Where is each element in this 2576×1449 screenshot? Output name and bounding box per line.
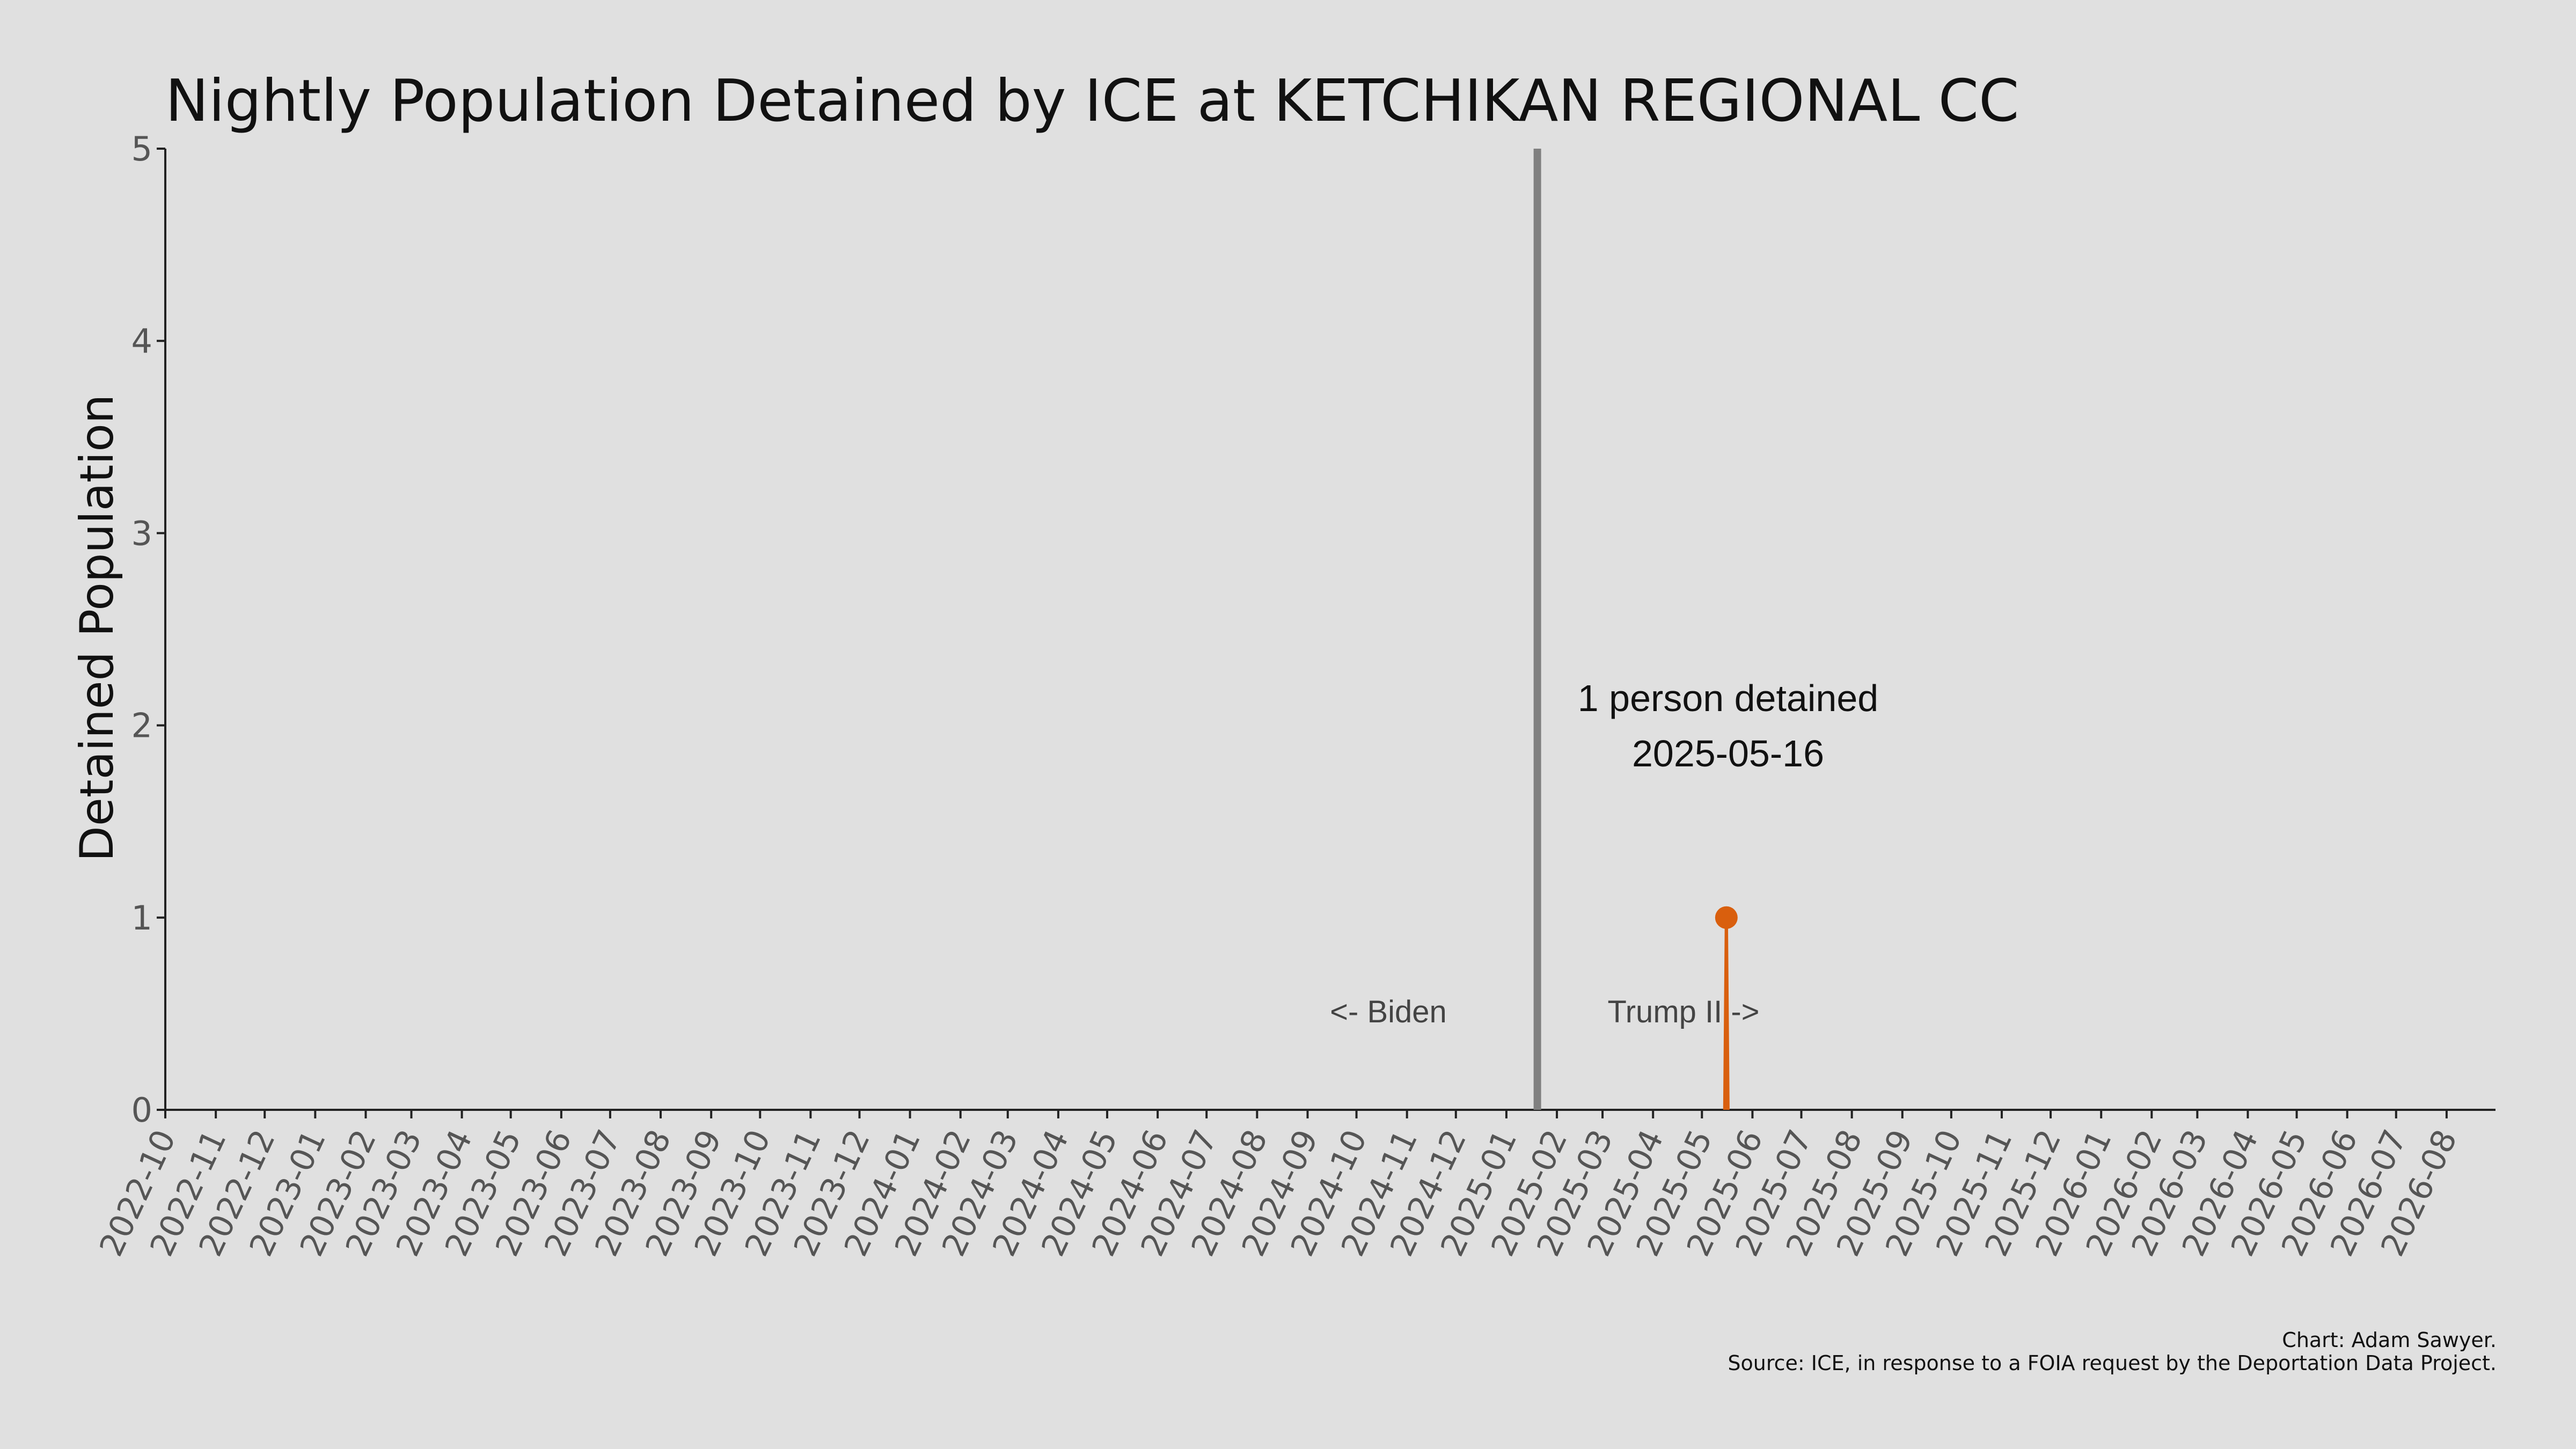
y-tick-label: 4 xyxy=(131,321,152,361)
annotation-line1: 1 person detained xyxy=(1578,677,1878,719)
y-ticks: 0 1 2 3 4 5 xyxy=(131,129,165,1130)
data-point xyxy=(1715,906,1738,929)
axes xyxy=(164,149,2496,1111)
credit-line: Chart: Adam Sawyer. xyxy=(2282,1328,2497,1352)
chart-title: Nightly Population Detained by ICE at KE… xyxy=(165,68,2019,135)
source-line: Source: ICE, in response to a FOIA reque… xyxy=(1728,1351,2497,1375)
y-tick-label: 3 xyxy=(131,514,152,553)
y-tick-label: 2 xyxy=(131,706,152,745)
era-label-biden: <- Biden xyxy=(1330,994,1447,1029)
y-tick-label: 1 xyxy=(131,898,152,938)
y-axis-label: Detained Population xyxy=(70,394,124,862)
era-label-trump: Trump II -> xyxy=(1607,994,1759,1029)
x-ticks: 2022-102022-112022-122023-012023-022023-… xyxy=(92,1110,2465,1262)
annotation-line2: 2025-05-16 xyxy=(1632,733,1824,774)
marks xyxy=(1533,149,1738,1110)
y-tick-label: 0 xyxy=(131,1091,152,1130)
y-tick-label: 5 xyxy=(131,129,152,169)
